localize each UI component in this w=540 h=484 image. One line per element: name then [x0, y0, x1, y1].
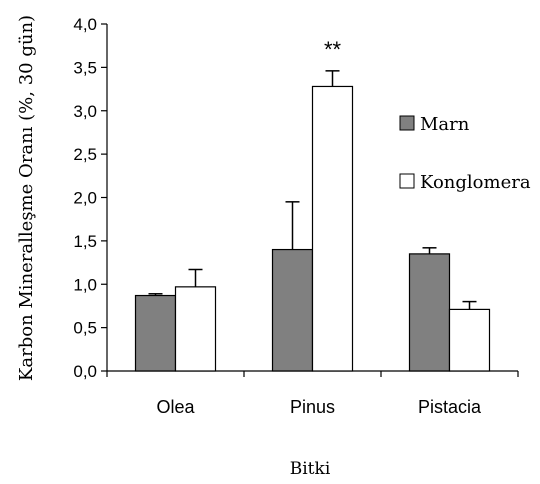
y-tick-label: 0,0	[73, 362, 97, 381]
bar-marn	[271, 248, 314, 372]
y-tick-label: 2,0	[73, 189, 97, 208]
bar-konglomera	[311, 85, 354, 372]
legend: Marn Konglomera	[399, 114, 531, 193]
y-tick-label: 1,0	[73, 275, 97, 294]
bar-konglomera	[448, 308, 491, 372]
legend-label-konglomera: Konglomera	[420, 172, 531, 193]
y-tick-label: 1,5	[73, 232, 97, 251]
y-tick-label: 4,0	[73, 15, 97, 34]
bar-marn	[134, 294, 177, 372]
y-tick-label: 0,5	[73, 319, 97, 338]
x-tick-label: Pistacia	[418, 397, 482, 417]
y-axis-label: Karbon Mineralleşme Oranı (%, 30 gün)	[16, 15, 37, 381]
y-tick-label: 2,5	[73, 145, 97, 164]
bar-marn	[408, 253, 451, 372]
legend-swatch-konglomera	[399, 173, 415, 189]
plot-area: 0,0 0,5 1,0 1,5 2,0 2,5 3,0 3,5 4,0 Olea Pinus Pist…	[73, 15, 519, 417]
x-tick-label: Olea	[156, 397, 195, 417]
x-axis-label: Bitki	[290, 459, 331, 479]
bar-konglomera	[174, 286, 217, 372]
significance-annotation: **	[324, 37, 342, 62]
y-tick-label: 3,0	[73, 102, 97, 121]
y-tick-label: 3,5	[73, 58, 97, 77]
x-tick-label: Pinus	[290, 397, 335, 417]
legend-swatch-marn	[399, 115, 415, 131]
legend-label-marn: Marn	[420, 114, 470, 135]
